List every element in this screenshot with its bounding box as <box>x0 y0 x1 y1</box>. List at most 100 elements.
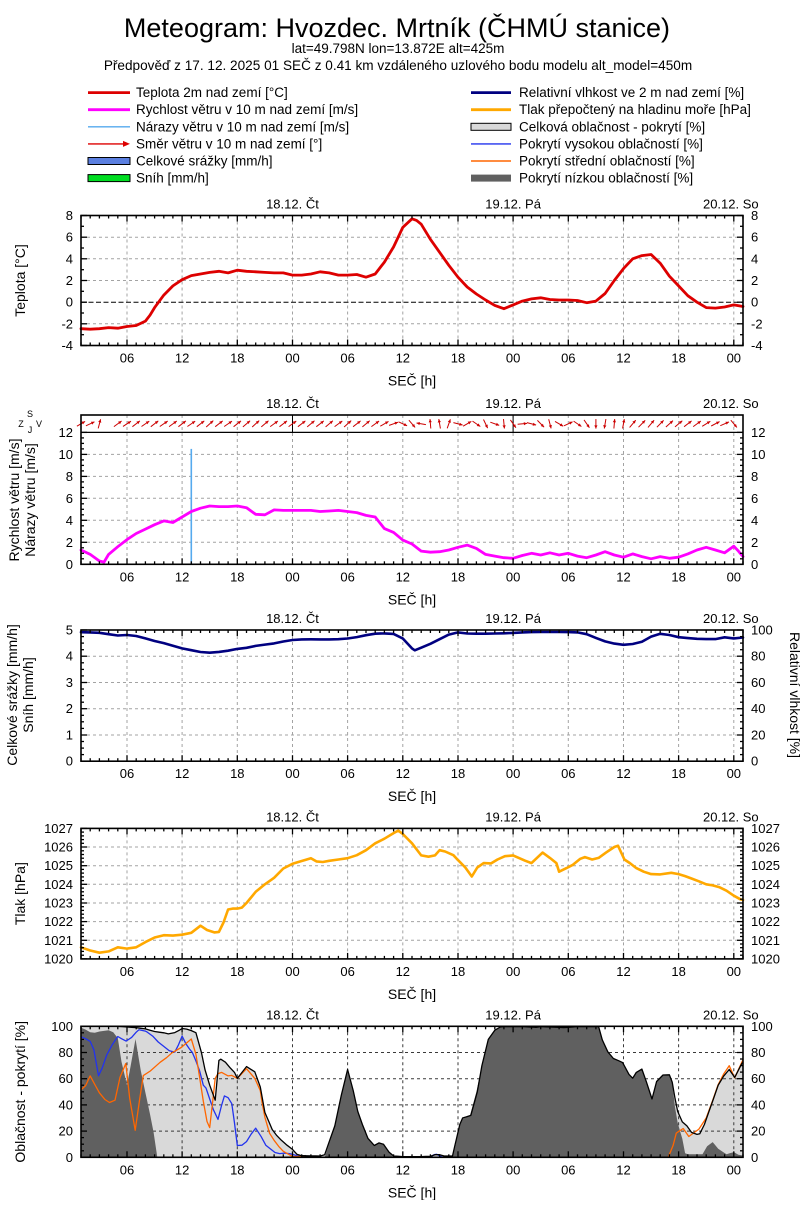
svg-text:Tlak přepočtený na hladinu moř: Tlak přepočtený na hladinu moře [hPa] <box>519 102 751 117</box>
svg-text:18: 18 <box>451 766 465 781</box>
svg-text:00: 00 <box>285 351 299 366</box>
svg-text:J: J <box>28 425 33 435</box>
svg-text:Pokrytí nízkou oblačností [%]: Pokrytí nízkou oblačností [%] <box>519 171 693 186</box>
svg-text:20.12. So: 20.12. So <box>703 809 759 824</box>
svg-text:100: 100 <box>751 623 773 638</box>
svg-text:18: 18 <box>451 1162 465 1177</box>
svg-text:19.12. Pá: 19.12. Pá <box>485 396 541 411</box>
svg-text:12: 12 <box>396 1162 410 1177</box>
svg-text:18.12. Čt: 18.12. Čt <box>266 1007 319 1022</box>
svg-text:00: 00 <box>285 569 299 584</box>
svg-text:2: 2 <box>66 273 73 288</box>
svg-text:18.12. Čt: 18.12. Čt <box>266 611 319 626</box>
svg-text:19.12. Pá: 19.12. Pá <box>485 611 541 626</box>
svg-text:18: 18 <box>671 569 685 584</box>
svg-text:100: 100 <box>51 1019 73 1034</box>
svg-text:4: 4 <box>66 649 73 664</box>
svg-text:2: 2 <box>66 701 73 716</box>
svg-text:-4: -4 <box>751 338 763 353</box>
svg-text:Pokrytí střední oblačností [%]: Pokrytí střední oblačností [%] <box>519 154 695 169</box>
svg-text:12: 12 <box>616 1162 630 1177</box>
svg-text:2: 2 <box>751 535 758 550</box>
svg-text:60: 60 <box>59 1071 73 1086</box>
svg-text:12: 12 <box>616 766 630 781</box>
svg-text:1021: 1021 <box>44 933 73 948</box>
svg-text:19.12. Pá: 19.12. Pá <box>485 809 541 824</box>
svg-text:06: 06 <box>340 1162 354 1177</box>
svg-text:10: 10 <box>751 447 765 462</box>
svg-text:20.12. So: 20.12. So <box>703 1007 759 1022</box>
svg-text:12: 12 <box>396 351 410 366</box>
svg-text:40: 40 <box>751 1097 765 1112</box>
svg-text:0: 0 <box>66 754 73 769</box>
svg-text:SEČ [h]: SEČ [h] <box>388 373 436 389</box>
svg-text:8: 8 <box>751 208 758 223</box>
svg-text:Meteogram: Hvozdec. Mrtník (ČH: Meteogram: Hvozdec. Mrtník (ČHMÚ stanice… <box>124 12 670 43</box>
svg-text:00: 00 <box>727 351 741 366</box>
svg-text:Tlak [hPa]: Tlak [hPa] <box>12 862 28 925</box>
svg-text:SEČ [h]: SEČ [h] <box>388 591 436 607</box>
svg-text:06: 06 <box>120 351 134 366</box>
svg-text:6: 6 <box>751 230 758 245</box>
svg-text:Rychlost větru [m/s]: Rychlost větru [m/s] <box>6 439 22 562</box>
svg-text:1022: 1022 <box>751 914 780 929</box>
svg-text:00: 00 <box>506 964 520 979</box>
svg-text:0: 0 <box>751 754 758 769</box>
svg-text:Sníh [mm/h]: Sníh [mm/h] <box>20 657 36 732</box>
svg-text:S: S <box>27 409 33 419</box>
svg-text:06: 06 <box>561 964 575 979</box>
svg-text:1027: 1027 <box>44 821 73 836</box>
svg-text:18.12. Čt: 18.12. Čt <box>266 396 319 411</box>
svg-text:12: 12 <box>616 351 630 366</box>
svg-text:0: 0 <box>66 557 73 572</box>
svg-text:12: 12 <box>616 569 630 584</box>
svg-text:1022: 1022 <box>44 914 73 929</box>
svg-text:12: 12 <box>396 964 410 979</box>
svg-text:18.12. Čt: 18.12. Čt <box>266 809 319 824</box>
svg-text:Teplota [°C]: Teplota [°C] <box>12 244 28 317</box>
svg-text:60: 60 <box>751 1071 765 1086</box>
svg-text:8: 8 <box>751 469 758 484</box>
svg-text:06: 06 <box>120 766 134 781</box>
svg-text:12: 12 <box>396 569 410 584</box>
svg-text:80: 80 <box>59 1045 73 1060</box>
svg-text:4: 4 <box>66 251 73 266</box>
svg-text:Celkové srážky [mm/h]: Celkové srážky [mm/h] <box>136 154 273 169</box>
svg-text:06: 06 <box>340 766 354 781</box>
svg-text:00: 00 <box>727 1162 741 1177</box>
svg-text:5: 5 <box>66 623 73 638</box>
svg-text:6: 6 <box>66 491 73 506</box>
svg-text:18.12. Čt: 18.12. Čt <box>266 197 319 212</box>
svg-text:06: 06 <box>120 964 134 979</box>
svg-text:00: 00 <box>506 1162 520 1177</box>
svg-text:100: 100 <box>751 1019 773 1034</box>
svg-text:06: 06 <box>561 569 575 584</box>
svg-text:1025: 1025 <box>44 858 73 873</box>
svg-text:3: 3 <box>66 675 73 690</box>
svg-text:06: 06 <box>340 569 354 584</box>
svg-text:1: 1 <box>66 727 73 742</box>
svg-text:Oblačnost - pokrytí [%]: Oblačnost - pokrytí [%] <box>12 1021 28 1163</box>
svg-text:Předpověď z 17. 12. 2025 01 SE: Předpověď z 17. 12. 2025 01 SEČ z 0.41 k… <box>104 58 692 73</box>
svg-text:Celkové srážky [mm/h]: Celkové srážky [mm/h] <box>4 624 20 766</box>
svg-text:20.12. So: 20.12. So <box>703 396 759 411</box>
svg-text:6: 6 <box>66 230 73 245</box>
svg-text:SEČ [h]: SEČ [h] <box>388 788 436 804</box>
svg-text:19.12. Pá: 19.12. Pá <box>485 1007 541 1022</box>
svg-text:00: 00 <box>506 569 520 584</box>
svg-text:00: 00 <box>727 766 741 781</box>
svg-text:Nárazy větru v 10 m nad zemí [: Nárazy větru v 10 m nad zemí [m/s] <box>136 119 349 134</box>
svg-text:12: 12 <box>175 964 189 979</box>
svg-text:12: 12 <box>175 766 189 781</box>
svg-text:1026: 1026 <box>44 840 73 855</box>
svg-text:40: 40 <box>751 701 765 716</box>
svg-text:2: 2 <box>751 273 758 288</box>
svg-text:06: 06 <box>561 1162 575 1177</box>
svg-text:1021: 1021 <box>751 933 780 948</box>
svg-text:00: 00 <box>727 569 741 584</box>
svg-text:10: 10 <box>59 447 73 462</box>
svg-text:12: 12 <box>59 425 73 440</box>
svg-text:20.12. So: 20.12. So <box>703 197 759 212</box>
svg-text:SEČ [h]: SEČ [h] <box>388 1184 436 1200</box>
svg-text:18: 18 <box>671 766 685 781</box>
